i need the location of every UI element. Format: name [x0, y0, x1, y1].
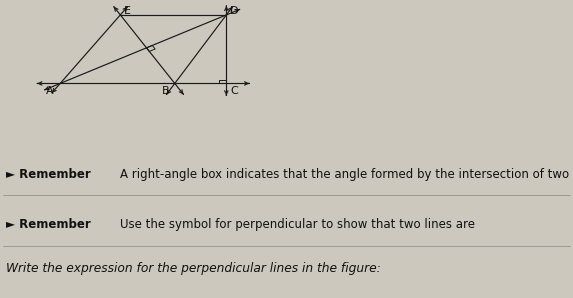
Text: C: C — [230, 86, 238, 96]
Text: ► Remember: ► Remember — [6, 168, 95, 181]
Text: B: B — [162, 86, 170, 96]
Text: ► Remember: ► Remember — [6, 218, 95, 232]
Text: A: A — [46, 86, 54, 96]
Text: E: E — [124, 6, 131, 16]
Text: Use the symbol for perpendicular to show that two lines are: Use the symbol for perpendicular to show… — [120, 218, 476, 232]
Text: A right-angle box indicates that the angle formed by the intersection of two lin: A right-angle box indicates that the ang… — [120, 168, 573, 181]
Text: Write the expression for the perpendicular lines in the figure:: Write the expression for the perpendicul… — [6, 262, 380, 275]
Text: D: D — [230, 6, 238, 16]
